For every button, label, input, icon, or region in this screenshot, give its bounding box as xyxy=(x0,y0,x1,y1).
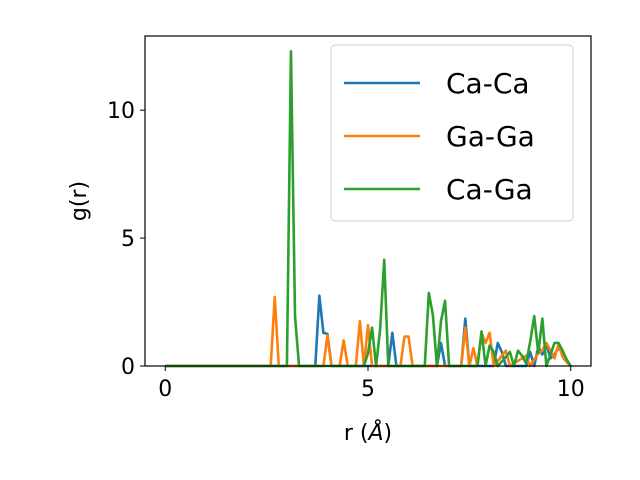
y-tick-label: 0 xyxy=(121,355,135,380)
legend-label-ca-ca: Ca-Ca xyxy=(446,67,530,100)
series-line-ca-ga xyxy=(165,50,572,368)
x-tick-label: 10 xyxy=(557,377,585,402)
x-tick-label: 5 xyxy=(361,377,375,402)
x-tick-label: 0 xyxy=(158,377,172,402)
legend: Ca-Ca Ga-Ga Ca-Ga xyxy=(330,44,574,222)
legend-label-ga-ga: Ga-Ga xyxy=(446,120,535,153)
x-axis-label-unit: Å xyxy=(366,419,383,446)
y-axis-label: g(r) xyxy=(67,181,92,221)
y-tick-label: 10 xyxy=(107,99,135,124)
axis-ticks: 0 5 10 0 5 10 xyxy=(107,99,585,402)
x-axis-label-text: r xyxy=(344,421,354,446)
y-tick-label: 5 xyxy=(121,227,135,252)
legend-frame xyxy=(330,44,574,222)
x-axis-label: r (Å) xyxy=(344,419,392,446)
legend-label-ca-ga: Ca-Ga xyxy=(446,173,533,206)
plot-frame xyxy=(144,35,592,367)
